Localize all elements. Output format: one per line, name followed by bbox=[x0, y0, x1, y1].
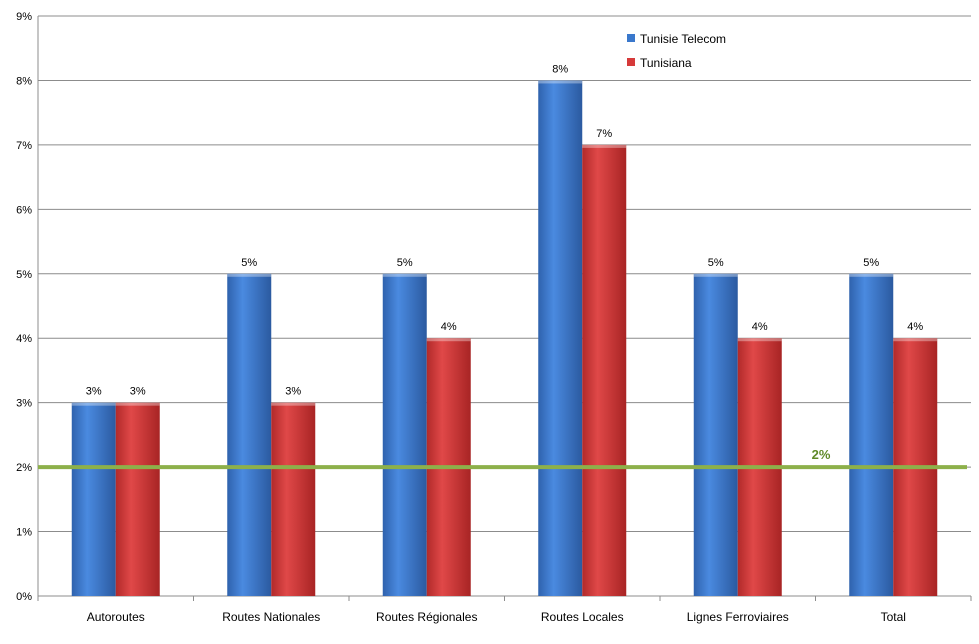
bar bbox=[538, 80, 583, 596]
x-category-label: Routes Locales bbox=[541, 610, 624, 624]
y-tick-label: 1% bbox=[16, 527, 32, 539]
legend-swatch bbox=[627, 58, 635, 66]
data-label: 4% bbox=[441, 321, 457, 333]
y-tick-label: 7% bbox=[16, 140, 32, 152]
bar bbox=[693, 273, 738, 596]
y-tick-label: 0% bbox=[16, 591, 32, 603]
bar-top-highlight bbox=[71, 402, 116, 406]
legend: Tunisie Telecom Tunisiana bbox=[627, 32, 726, 70]
data-label: 7% bbox=[596, 128, 612, 140]
y-tick-label: 9% bbox=[16, 11, 32, 23]
bars bbox=[71, 80, 938, 596]
legend-swatch bbox=[627, 34, 635, 42]
y-tick-label: 5% bbox=[16, 269, 32, 281]
data-label: 3% bbox=[130, 386, 146, 398]
data-label: 5% bbox=[241, 257, 257, 269]
bar bbox=[71, 402, 116, 596]
bar-top-highlight bbox=[227, 273, 272, 277]
x-category-label: Autoroutes bbox=[87, 610, 145, 624]
bar-top-highlight bbox=[693, 273, 738, 277]
y-tick-label: 3% bbox=[16, 398, 32, 410]
bar-top-highlight bbox=[426, 338, 471, 342]
x-category-label: Routes Nationales bbox=[222, 610, 320, 624]
reference-line-label: 2% bbox=[812, 447, 831, 462]
bar bbox=[849, 273, 894, 596]
bar-top-highlight bbox=[849, 273, 894, 277]
bar-top-highlight bbox=[538, 80, 583, 84]
x-category-label: Routes Régionales bbox=[376, 610, 477, 624]
bar bbox=[115, 402, 160, 596]
bar bbox=[227, 273, 272, 596]
x-category-label: Total bbox=[881, 610, 906, 624]
bar bbox=[271, 402, 316, 596]
x-category-label: Lignes Ferroviaires bbox=[687, 610, 789, 624]
reference-line-group: 2% bbox=[38, 447, 967, 470]
gridlines bbox=[38, 15, 971, 597]
data-label: 5% bbox=[863, 257, 879, 269]
y-tick-label: 2% bbox=[16, 462, 32, 474]
bar bbox=[582, 144, 627, 596]
legend-label: Tunisie Telecom bbox=[640, 32, 726, 46]
data-label: 3% bbox=[285, 386, 301, 398]
y-tick-label: 8% bbox=[16, 75, 32, 87]
bar-top-highlight bbox=[115, 402, 160, 406]
axes: 0% 1% 2% 3% 4% 5% 6% 7% 8% 9% Autoroutes Routes Nat… bbox=[16, 11, 972, 624]
bar-top-highlight bbox=[737, 338, 782, 342]
data-label: 4% bbox=[907, 321, 923, 333]
data-label: 3% bbox=[86, 386, 102, 398]
data-label: 5% bbox=[708, 257, 724, 269]
bar-top-highlight bbox=[271, 402, 316, 406]
y-tick-label: 6% bbox=[16, 204, 32, 216]
bar-top-highlight bbox=[382, 273, 427, 277]
data-label: 4% bbox=[752, 321, 768, 333]
legend-label: Tunisiana bbox=[640, 56, 692, 70]
bar bbox=[382, 273, 427, 596]
data-label: 5% bbox=[397, 257, 413, 269]
data-label: 8% bbox=[552, 63, 568, 75]
labels: 3% 5% 5% 8% 5% 5% 3% 3% 4% 7% 4% 4% bbox=[86, 63, 924, 397]
y-tick-label: 4% bbox=[16, 333, 32, 345]
bar-top-highlight bbox=[893, 338, 938, 342]
bar-top-highlight bbox=[582, 144, 627, 148]
